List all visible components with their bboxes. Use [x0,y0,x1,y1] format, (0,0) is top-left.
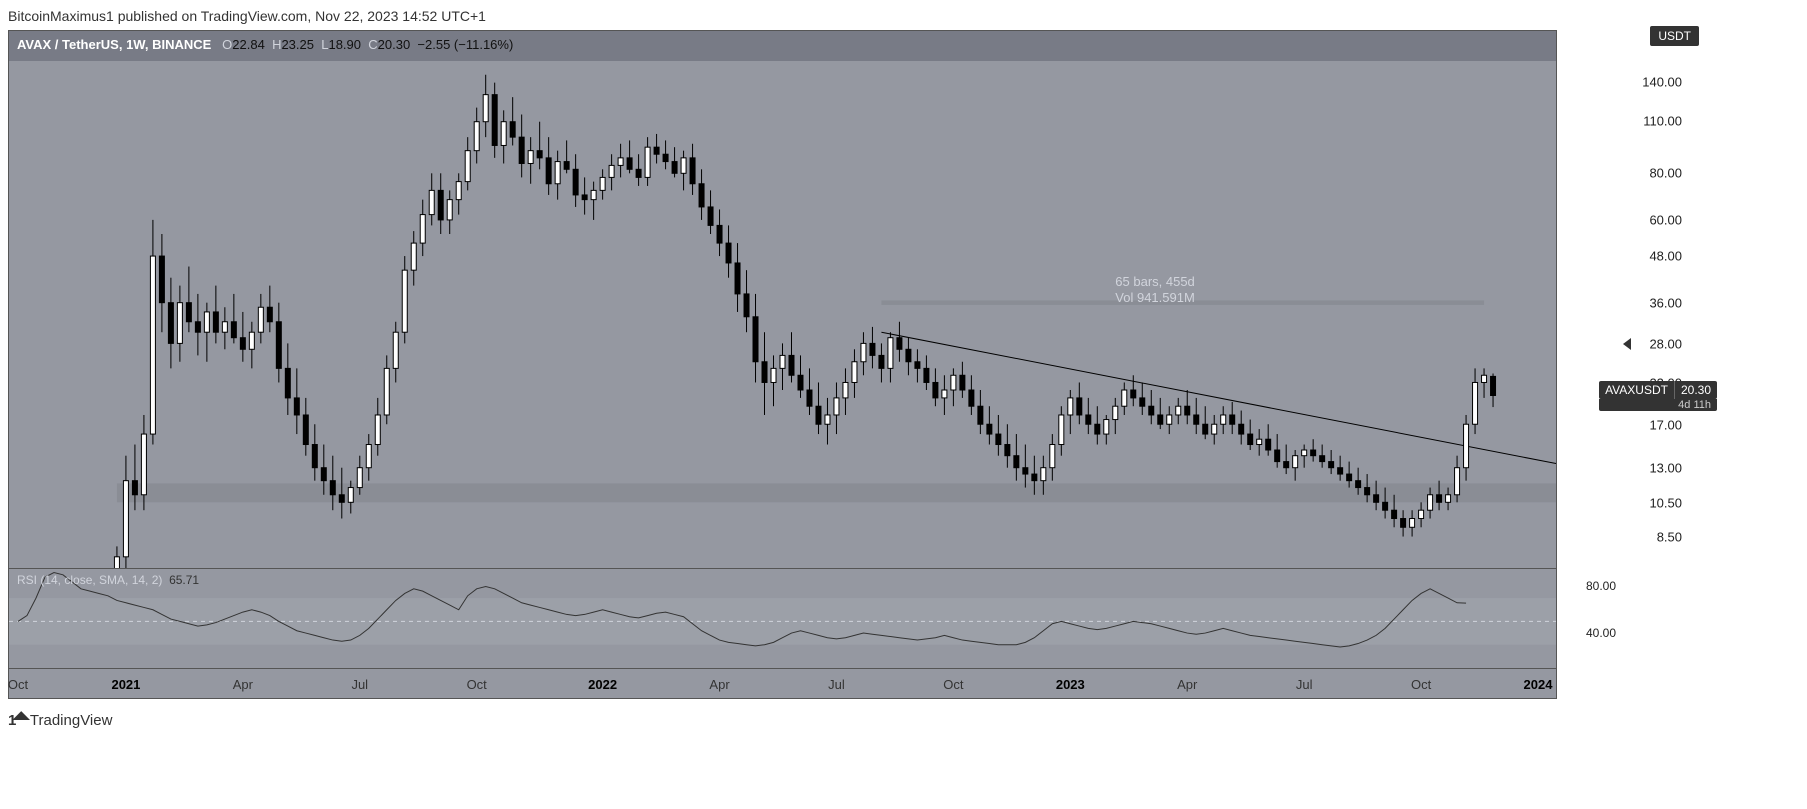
price-y-axis: USDT 140.00110.0080.0060.0048.0036.0028.… [1547,30,1627,699]
price-tick: 10.50 [1649,496,1682,511]
time-tick: 2021 [111,677,140,692]
close-label: C [368,37,377,52]
time-tick: 2023 [1056,677,1085,692]
price-tick: 60.00 [1649,212,1682,227]
tradingview-icon: 1◤ [8,712,26,729]
rsi-label: RSI (14, close, SMA, 14, 2) 65.71 [17,573,199,587]
alert-arrow-icon [1623,338,1631,350]
price-tick: 36.00 [1649,295,1682,310]
time-tick: Oct [1411,677,1431,692]
price-tick: 110.00 [1643,113,1682,128]
price-tick: 13.00 [1649,461,1682,476]
time-tick: Oct [467,677,487,692]
price-tick: 140.00 [1642,74,1682,89]
price-tick: 17.00 [1649,417,1682,432]
time-tick: Oct [943,677,963,692]
price-badge-pair: AVAXUSDT [1599,381,1674,399]
currency-badge: USDT [1650,26,1699,46]
close-value: 20.30 [378,37,411,52]
last-price-badge: AVAXUSDT20.30 4d 11h [1599,381,1717,411]
rsi-label-text: RSI (14, close, SMA, 14, 2) [17,573,162,587]
time-tick: Jul [1296,677,1313,692]
high-value: 23.25 [281,37,314,52]
range-annotation-vol: Vol 941.591M [1115,290,1195,305]
chart-header: AVAX / TetherUS, 1W, BINANCE O22.84 H23.… [9,31,1556,61]
price-badge-value: 20.30 [1674,381,1717,399]
price-tick: 48.00 [1649,248,1682,263]
range-annotation-bars: 65 bars, 455d [1115,274,1195,289]
price-tick: 28.00 [1649,336,1682,351]
price-pane[interactable]: 65 bars, 455d Vol 941.591M [9,61,1556,568]
rsi-pane[interactable]: RSI (14, close, SMA, 14, 2) 65.71 80.004… [9,568,1556,668]
time-tick: Jul [351,677,368,692]
price-tick: 8.50 [1657,530,1682,545]
change-value: −2.55 (−11.16%) [417,37,513,52]
open-value: 22.84 [232,37,265,52]
low-value: 18.90 [328,37,361,52]
time-tick: Apr [709,677,729,692]
open-label: O [222,37,232,52]
tradingview-logo-text: TradingView [30,712,113,729]
attribution-text: BitcoinMaximus1 published on TradingView… [8,8,486,24]
rsi-value: 65.71 [169,573,199,587]
symbol-label: AVAX / TetherUS, 1W, BINANCE [17,37,211,52]
price-tick: 80.00 [1649,165,1682,180]
price-badge-countdown: 4d 11h [1599,399,1717,411]
time-axis: Oct 2021 Apr Jul Oct 2022 Apr Jul Oct 2023 Apr Jul O… [9,668,1556,698]
time-tick: Jul [828,677,845,692]
time-tick: Apr [233,677,253,692]
time-tick: 2022 [588,677,617,692]
time-tick: Apr [1177,677,1197,692]
tradingview-logo: 1◤TradingView [8,711,112,729]
chart-container: AVAX / TetherUS, 1W, BINANCE O22.84 H23.… [8,30,1557,699]
time-tick: Oct [8,677,28,692]
ohlc-values: O22.84 H23.25 L18.90 C20.30 −2.55 (−11.1… [222,37,513,52]
